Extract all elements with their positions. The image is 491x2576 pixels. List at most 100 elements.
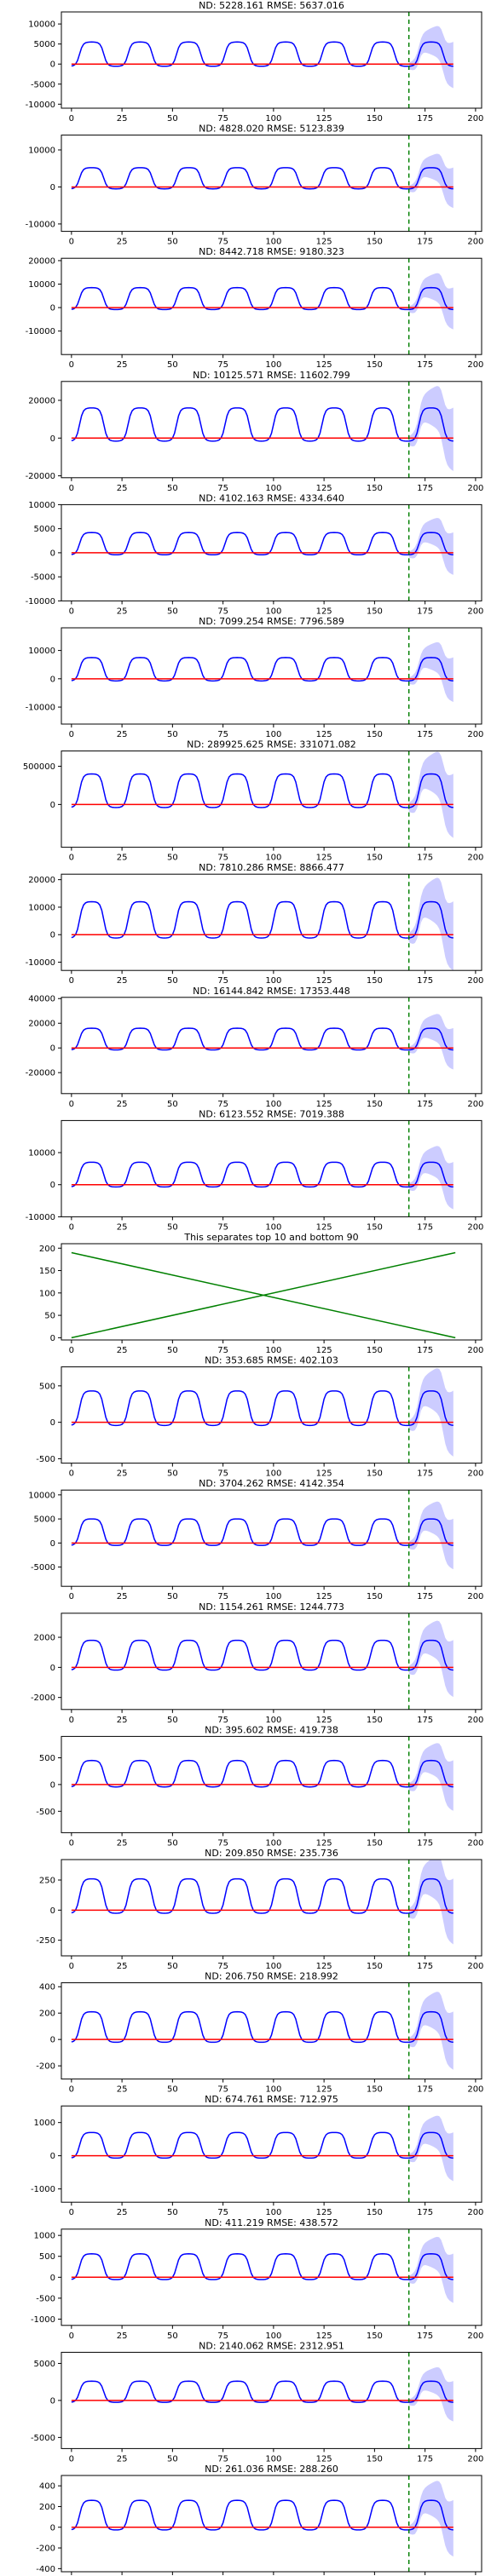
plot-area bbox=[71, 1736, 453, 1833]
x-tick-label: 175 bbox=[417, 238, 433, 247]
plot-area bbox=[71, 750, 453, 848]
x-tick-label: 0 bbox=[69, 238, 74, 247]
x-tick-label: 0 bbox=[69, 1100, 74, 1109]
x-tick-label: 0 bbox=[69, 484, 74, 493]
y-tick-label: -1000 bbox=[31, 2185, 55, 2194]
plot-area bbox=[71, 135, 453, 232]
y-tick-label: -10000 bbox=[26, 597, 55, 607]
x-tick-label: 25 bbox=[117, 238, 128, 247]
y-tick-label: -5000 bbox=[31, 573, 55, 583]
x-tick-label: 25 bbox=[117, 1838, 128, 1848]
subplot-title: ND: 5228.161 RMSE: 5637.016 bbox=[199, 0, 344, 11]
forecast-interval-band bbox=[408, 386, 453, 472]
x-tick-label: 150 bbox=[367, 2208, 383, 2217]
series-actual bbox=[71, 1639, 453, 1671]
x-tick-label: 150 bbox=[367, 2085, 383, 2095]
subplot-title: This separates top 10 and bottom 90 bbox=[183, 1232, 358, 1243]
y-tick-label: 20000 bbox=[28, 256, 55, 266]
subplot-7: ND: 289925.625 RMSE: 331071.082 0 25 50 75 10… bbox=[23, 739, 484, 863]
y-tick-label: -10000 bbox=[26, 327, 55, 336]
subplot-title: ND: 2140.062 RMSE: 2312.951 bbox=[199, 2340, 344, 2351]
subplot-title: ND: 209.850 RMSE: 235.736 bbox=[205, 1848, 338, 1859]
subplot-title: ND: 1154.261 RMSE: 1244.773 bbox=[199, 1601, 344, 1613]
subplot-17: ND: 206.750 RMSE: 218.992 0 25 50 75 100 125 15… bbox=[36, 1971, 483, 2095]
x-tick-label: 175 bbox=[417, 1222, 433, 1232]
x-tick-label: 25 bbox=[117, 607, 128, 616]
y-tick-label: -2000 bbox=[31, 1693, 55, 1703]
x-tick-label: 75 bbox=[217, 1222, 228, 1232]
subplot-title: ND: 206.750 RMSE: 218.992 bbox=[205, 1971, 338, 1982]
y-tick-label: 0 bbox=[50, 1780, 55, 1790]
y-tick-label: 0 bbox=[50, 1906, 55, 1916]
x-tick-label: 50 bbox=[167, 2332, 178, 2341]
x-tick-label: 125 bbox=[316, 976, 332, 986]
x-tick-label: 100 bbox=[265, 360, 281, 370]
y-tick-label: -5000 bbox=[31, 1563, 55, 1573]
y-tick-label: -10000 bbox=[26, 220, 55, 229]
x-tick-label: 100 bbox=[265, 1346, 281, 1355]
axes-frame bbox=[61, 1489, 482, 1587]
series-actual bbox=[71, 2253, 453, 2280]
x-tick-label: 150 bbox=[367, 2454, 383, 2464]
plot-area bbox=[71, 2475, 453, 2572]
x-tick-label: 25 bbox=[117, 114, 128, 124]
y-tick-label: 5000 bbox=[34, 40, 55, 49]
x-tick-label: 200 bbox=[467, 484, 483, 493]
x-tick-label: 50 bbox=[167, 2454, 178, 2464]
y-tick-label: 20000 bbox=[28, 396, 55, 405]
x-tick-label: 25 bbox=[117, 1592, 128, 1601]
y-tick-label: 0 bbox=[50, 1664, 55, 1673]
y-tick-label: 200 bbox=[39, 1245, 55, 1254]
x-tick-label: 100 bbox=[265, 1716, 281, 1725]
x-tick-label: 150 bbox=[367, 976, 383, 986]
x-tick-label: 100 bbox=[265, 484, 281, 493]
x-tick-label: 100 bbox=[265, 1838, 281, 1848]
forecast-interval-band bbox=[408, 1368, 453, 1457]
x-tick-label: 150 bbox=[367, 1592, 383, 1601]
x-tick-label: 50 bbox=[167, 2085, 178, 2095]
y-tick-label: 400 bbox=[39, 2482, 55, 2492]
x-tick-label: 100 bbox=[265, 976, 281, 986]
subplot-title: ND: 7099.254 RMSE: 7796.589 bbox=[199, 616, 344, 627]
y-tick-label: -200 bbox=[36, 2544, 55, 2554]
plot-area bbox=[71, 874, 453, 971]
y-tick-label: 10000 bbox=[28, 501, 55, 510]
y-tick-label: 5000 bbox=[34, 1515, 55, 1525]
y-tick-label: -10000 bbox=[26, 1213, 55, 1222]
x-tick-label: 150 bbox=[367, 2332, 383, 2341]
x-tick-label: 50 bbox=[167, 1100, 178, 1109]
axes-frame bbox=[61, 997, 482, 1095]
y-tick-label: 400 bbox=[39, 1983, 55, 1992]
x-tick-label: 0 bbox=[69, 360, 74, 370]
axes-frame bbox=[61, 1982, 482, 2080]
x-tick-label: 75 bbox=[217, 484, 228, 493]
y-tick-label: 10000 bbox=[28, 20, 55, 30]
series-actual bbox=[71, 2010, 453, 2044]
subplot-15: ND: 395.602 RMSE: 419.738 0 25 50 75 100 125 15… bbox=[36, 1724, 483, 1848]
subplot-11: This separates top 10 and bottom 90 0 25 50… bbox=[39, 1232, 484, 1355]
x-tick-label: 100 bbox=[265, 1100, 281, 1109]
axes-frame bbox=[61, 2105, 482, 2203]
x-tick-label: 175 bbox=[417, 1592, 433, 1601]
subplot-title: ND: 4102.163 RMSE: 4334.640 bbox=[199, 492, 344, 503]
subplot-13: ND: 3704.262 RMSE: 4142.354 0 25 50 75 100 125… bbox=[28, 1478, 483, 1601]
axes-frame bbox=[61, 1366, 482, 1464]
y-tick-label: 500 bbox=[39, 1382, 55, 1391]
x-tick-label: 125 bbox=[316, 1469, 332, 1479]
x-tick-label: 0 bbox=[69, 854, 74, 863]
series-actual bbox=[71, 2380, 453, 2403]
x-tick-label: 100 bbox=[265, 1592, 281, 1601]
y-tick-label: 1000 bbox=[34, 2119, 55, 2128]
x-tick-label: 125 bbox=[316, 2085, 332, 2095]
x-tick-label: 150 bbox=[367, 238, 383, 247]
x-tick-label: 100 bbox=[265, 1222, 281, 1232]
x-tick-label: 150 bbox=[367, 1838, 383, 1848]
series-actual bbox=[71, 2131, 453, 2159]
x-tick-label: 0 bbox=[69, 1222, 74, 1232]
forecast-interval-band bbox=[408, 641, 453, 703]
x-tick-label: 0 bbox=[69, 1716, 74, 1725]
x-tick-label: 175 bbox=[417, 607, 433, 616]
x-tick-label: 100 bbox=[265, 2208, 281, 2217]
x-tick-label: 100 bbox=[265, 2085, 281, 2095]
x-tick-label: 150 bbox=[367, 1469, 383, 1479]
